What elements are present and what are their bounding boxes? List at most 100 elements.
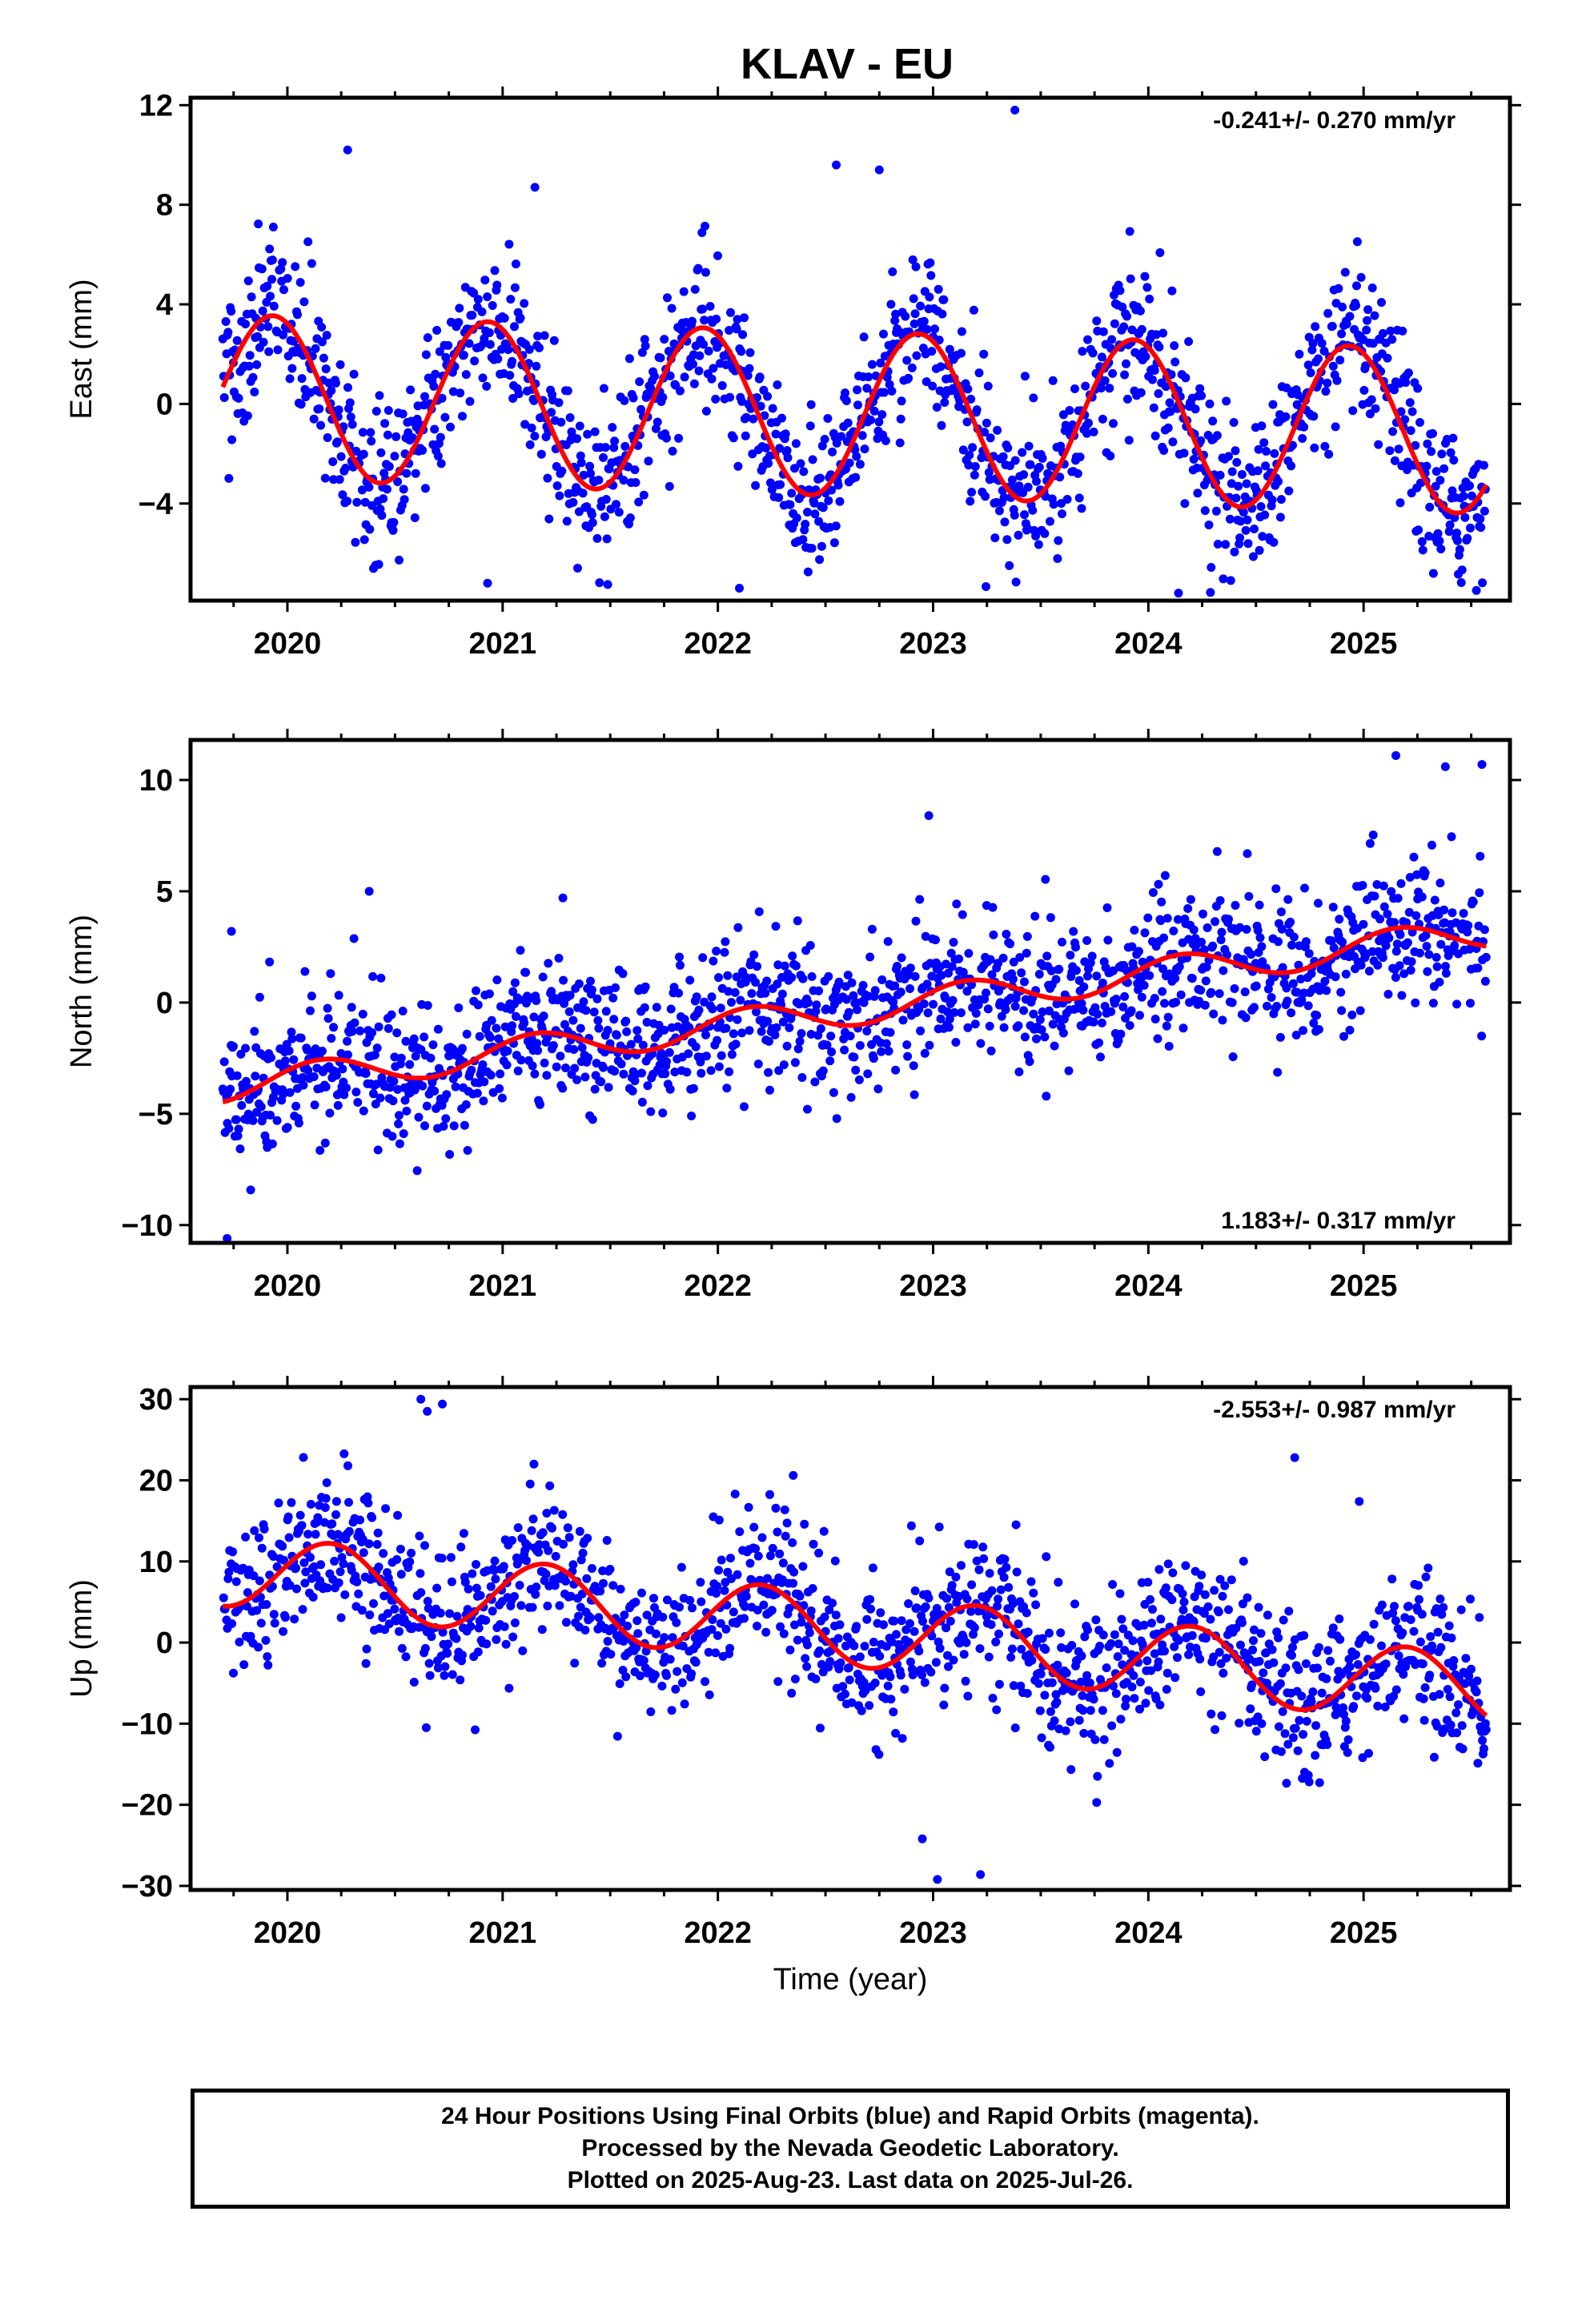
data-point (307, 991, 316, 1001)
data-point (325, 1108, 335, 1118)
data-point (917, 1834, 927, 1844)
data-point (538, 1528, 548, 1538)
data-point (966, 1606, 976, 1616)
data-point (1199, 1609, 1209, 1618)
data-point (1089, 427, 1098, 436)
data-point (1232, 457, 1242, 467)
data-point (1119, 322, 1129, 332)
data-point (568, 1015, 578, 1025)
data-point (515, 995, 524, 1004)
data-point (1310, 443, 1319, 452)
data-point (1066, 1765, 1076, 1775)
data-point (852, 452, 861, 461)
data-point (317, 323, 327, 332)
data-point (1018, 448, 1027, 457)
x-tick-label: 2025 (1330, 1916, 1398, 1950)
data-point (280, 1613, 290, 1622)
data-point (1143, 913, 1153, 923)
data-point (287, 364, 297, 373)
data-point (694, 366, 704, 376)
data-point (811, 1675, 821, 1683)
data-point (1371, 1683, 1380, 1693)
data-point (745, 1026, 754, 1035)
data-point (660, 1025, 669, 1035)
data-point (1243, 539, 1253, 549)
data-point (488, 1606, 497, 1616)
data-point (527, 1526, 536, 1535)
data-point (292, 1584, 301, 1594)
x-tick-label: 2022 (684, 1269, 752, 1303)
data-point (1224, 915, 1233, 924)
data-point (1262, 447, 1271, 456)
data-point (1468, 897, 1478, 907)
data-point (988, 903, 998, 912)
data-point (1130, 1694, 1139, 1703)
data-point (344, 1498, 353, 1507)
data-point (773, 960, 783, 970)
data-point (1208, 416, 1218, 426)
data-point (339, 1090, 349, 1100)
data-point (936, 362, 946, 372)
data-point (616, 1584, 625, 1594)
data-point (1092, 971, 1102, 981)
data-point (890, 981, 900, 991)
data-point (986, 433, 995, 443)
data-point (671, 1684, 681, 1694)
data-point (432, 326, 442, 335)
data-point (315, 404, 324, 413)
data-point (1367, 395, 1376, 404)
data-point (267, 275, 276, 284)
data-point (1383, 990, 1393, 999)
data-point (363, 1498, 373, 1508)
data-point (306, 1553, 315, 1562)
data-point (1088, 348, 1098, 358)
data-point (442, 1090, 452, 1100)
data-point (900, 1684, 909, 1694)
data-point (1211, 917, 1220, 927)
data-point (1180, 499, 1190, 509)
data-point (360, 497, 370, 507)
data-point (819, 1526, 829, 1536)
data-point (267, 1139, 277, 1148)
data-point (649, 1594, 658, 1603)
data-point (1439, 464, 1449, 473)
data-point (411, 1051, 420, 1061)
data-point (316, 1560, 326, 1570)
data-point (1102, 1663, 1111, 1673)
data-point (1394, 1651, 1403, 1660)
data-point (415, 1531, 424, 1541)
data-point (1026, 460, 1035, 469)
data-point (290, 1614, 299, 1624)
data-point (1309, 412, 1319, 421)
data-point (738, 330, 748, 340)
data-point (1379, 902, 1389, 911)
data-point (445, 1150, 455, 1159)
data-point (389, 1076, 399, 1086)
data-point (724, 987, 733, 996)
data-point (1278, 963, 1287, 972)
data-point (484, 328, 494, 337)
data-point (575, 1526, 584, 1536)
data-point (1154, 342, 1164, 352)
data-point (492, 1634, 501, 1644)
data-point (799, 467, 809, 476)
data-point (885, 1672, 895, 1682)
data-point (690, 284, 700, 294)
data-point (257, 1543, 267, 1553)
data-point (902, 1040, 912, 1050)
data-point (1450, 941, 1460, 951)
data-point (516, 946, 525, 955)
data-point (863, 1069, 873, 1079)
data-point (891, 309, 901, 319)
data-point (812, 1000, 821, 1010)
data-point (432, 1583, 442, 1593)
data-point (1029, 1588, 1038, 1598)
data-point (1338, 302, 1347, 312)
data-point (488, 301, 497, 310)
data-point (1215, 1647, 1224, 1657)
data-point (1365, 838, 1375, 848)
data-point (994, 506, 1004, 516)
data-point (1460, 513, 1470, 522)
data-point (945, 1015, 954, 1024)
data-point (361, 1659, 371, 1668)
